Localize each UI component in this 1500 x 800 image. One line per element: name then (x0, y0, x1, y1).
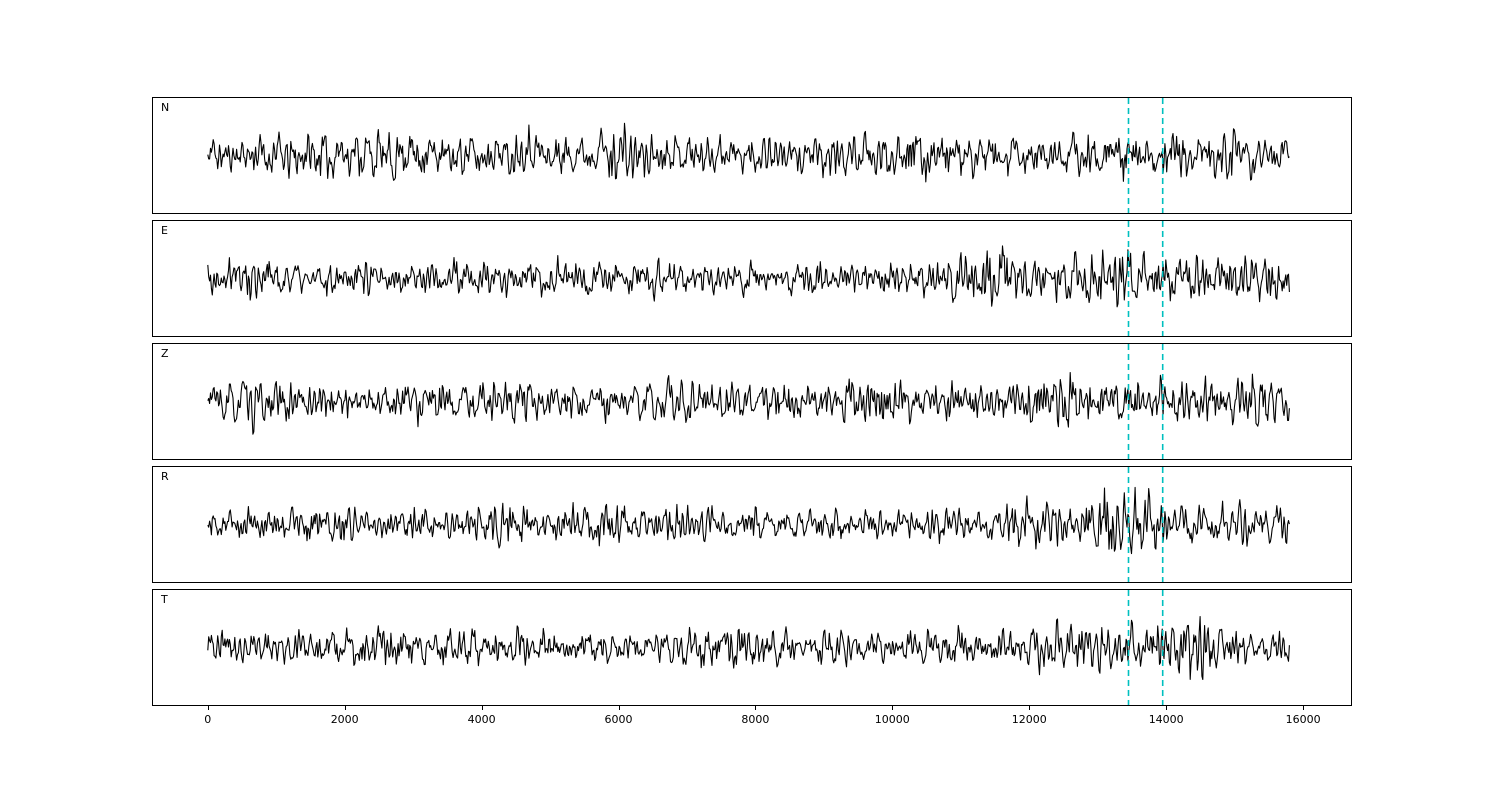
waveform-r (207, 467, 1290, 582)
trace-panel-t: T (152, 589, 1352, 706)
trace-panel-r: R (152, 466, 1352, 583)
x-tick-label: 10000 (874, 713, 910, 726)
x-tick-mark (481, 706, 483, 710)
x-tick-label: 16000 (1285, 713, 1321, 726)
waveform-path (207, 245, 1290, 308)
x-tick-label: 14000 (1148, 713, 1184, 726)
trace-label-z: Z (161, 347, 169, 360)
waveform-path (207, 486, 1290, 555)
x-tick-label: 8000 (741, 713, 770, 726)
waveform-path (207, 616, 1290, 681)
waveform-z (207, 344, 1290, 459)
x-tick-mark (207, 706, 209, 710)
trace-panel-e: E (152, 220, 1352, 337)
x-tick-label: 12000 (1011, 713, 1047, 726)
x-tick-mark (618, 706, 620, 710)
waveform-e (207, 221, 1290, 336)
x-tick-mark (755, 706, 757, 710)
x-tick-label: 4000 (467, 713, 496, 726)
waveform-n (207, 98, 1290, 213)
trace-label-t: T (161, 593, 168, 606)
trace-panel-z: Z (152, 343, 1352, 460)
x-tick-mark (344, 706, 346, 710)
waveform-t (207, 590, 1290, 705)
x-tick-mark (1303, 706, 1305, 710)
x-tick-mark (892, 706, 894, 710)
x-tick-label: 6000 (604, 713, 633, 726)
x-tick-label: 2000 (330, 713, 359, 726)
trace-label-r: R (161, 470, 169, 483)
waveform-path (207, 122, 1290, 183)
trace-label-e: E (161, 224, 168, 237)
waveform-path (207, 371, 1290, 435)
trace-label-n: N (161, 101, 170, 114)
trace-panel-n: N (152, 97, 1352, 214)
x-tick-mark (1166, 706, 1168, 710)
x-tick-label: 0 (204, 713, 212, 726)
x-tick-mark (1029, 706, 1031, 710)
